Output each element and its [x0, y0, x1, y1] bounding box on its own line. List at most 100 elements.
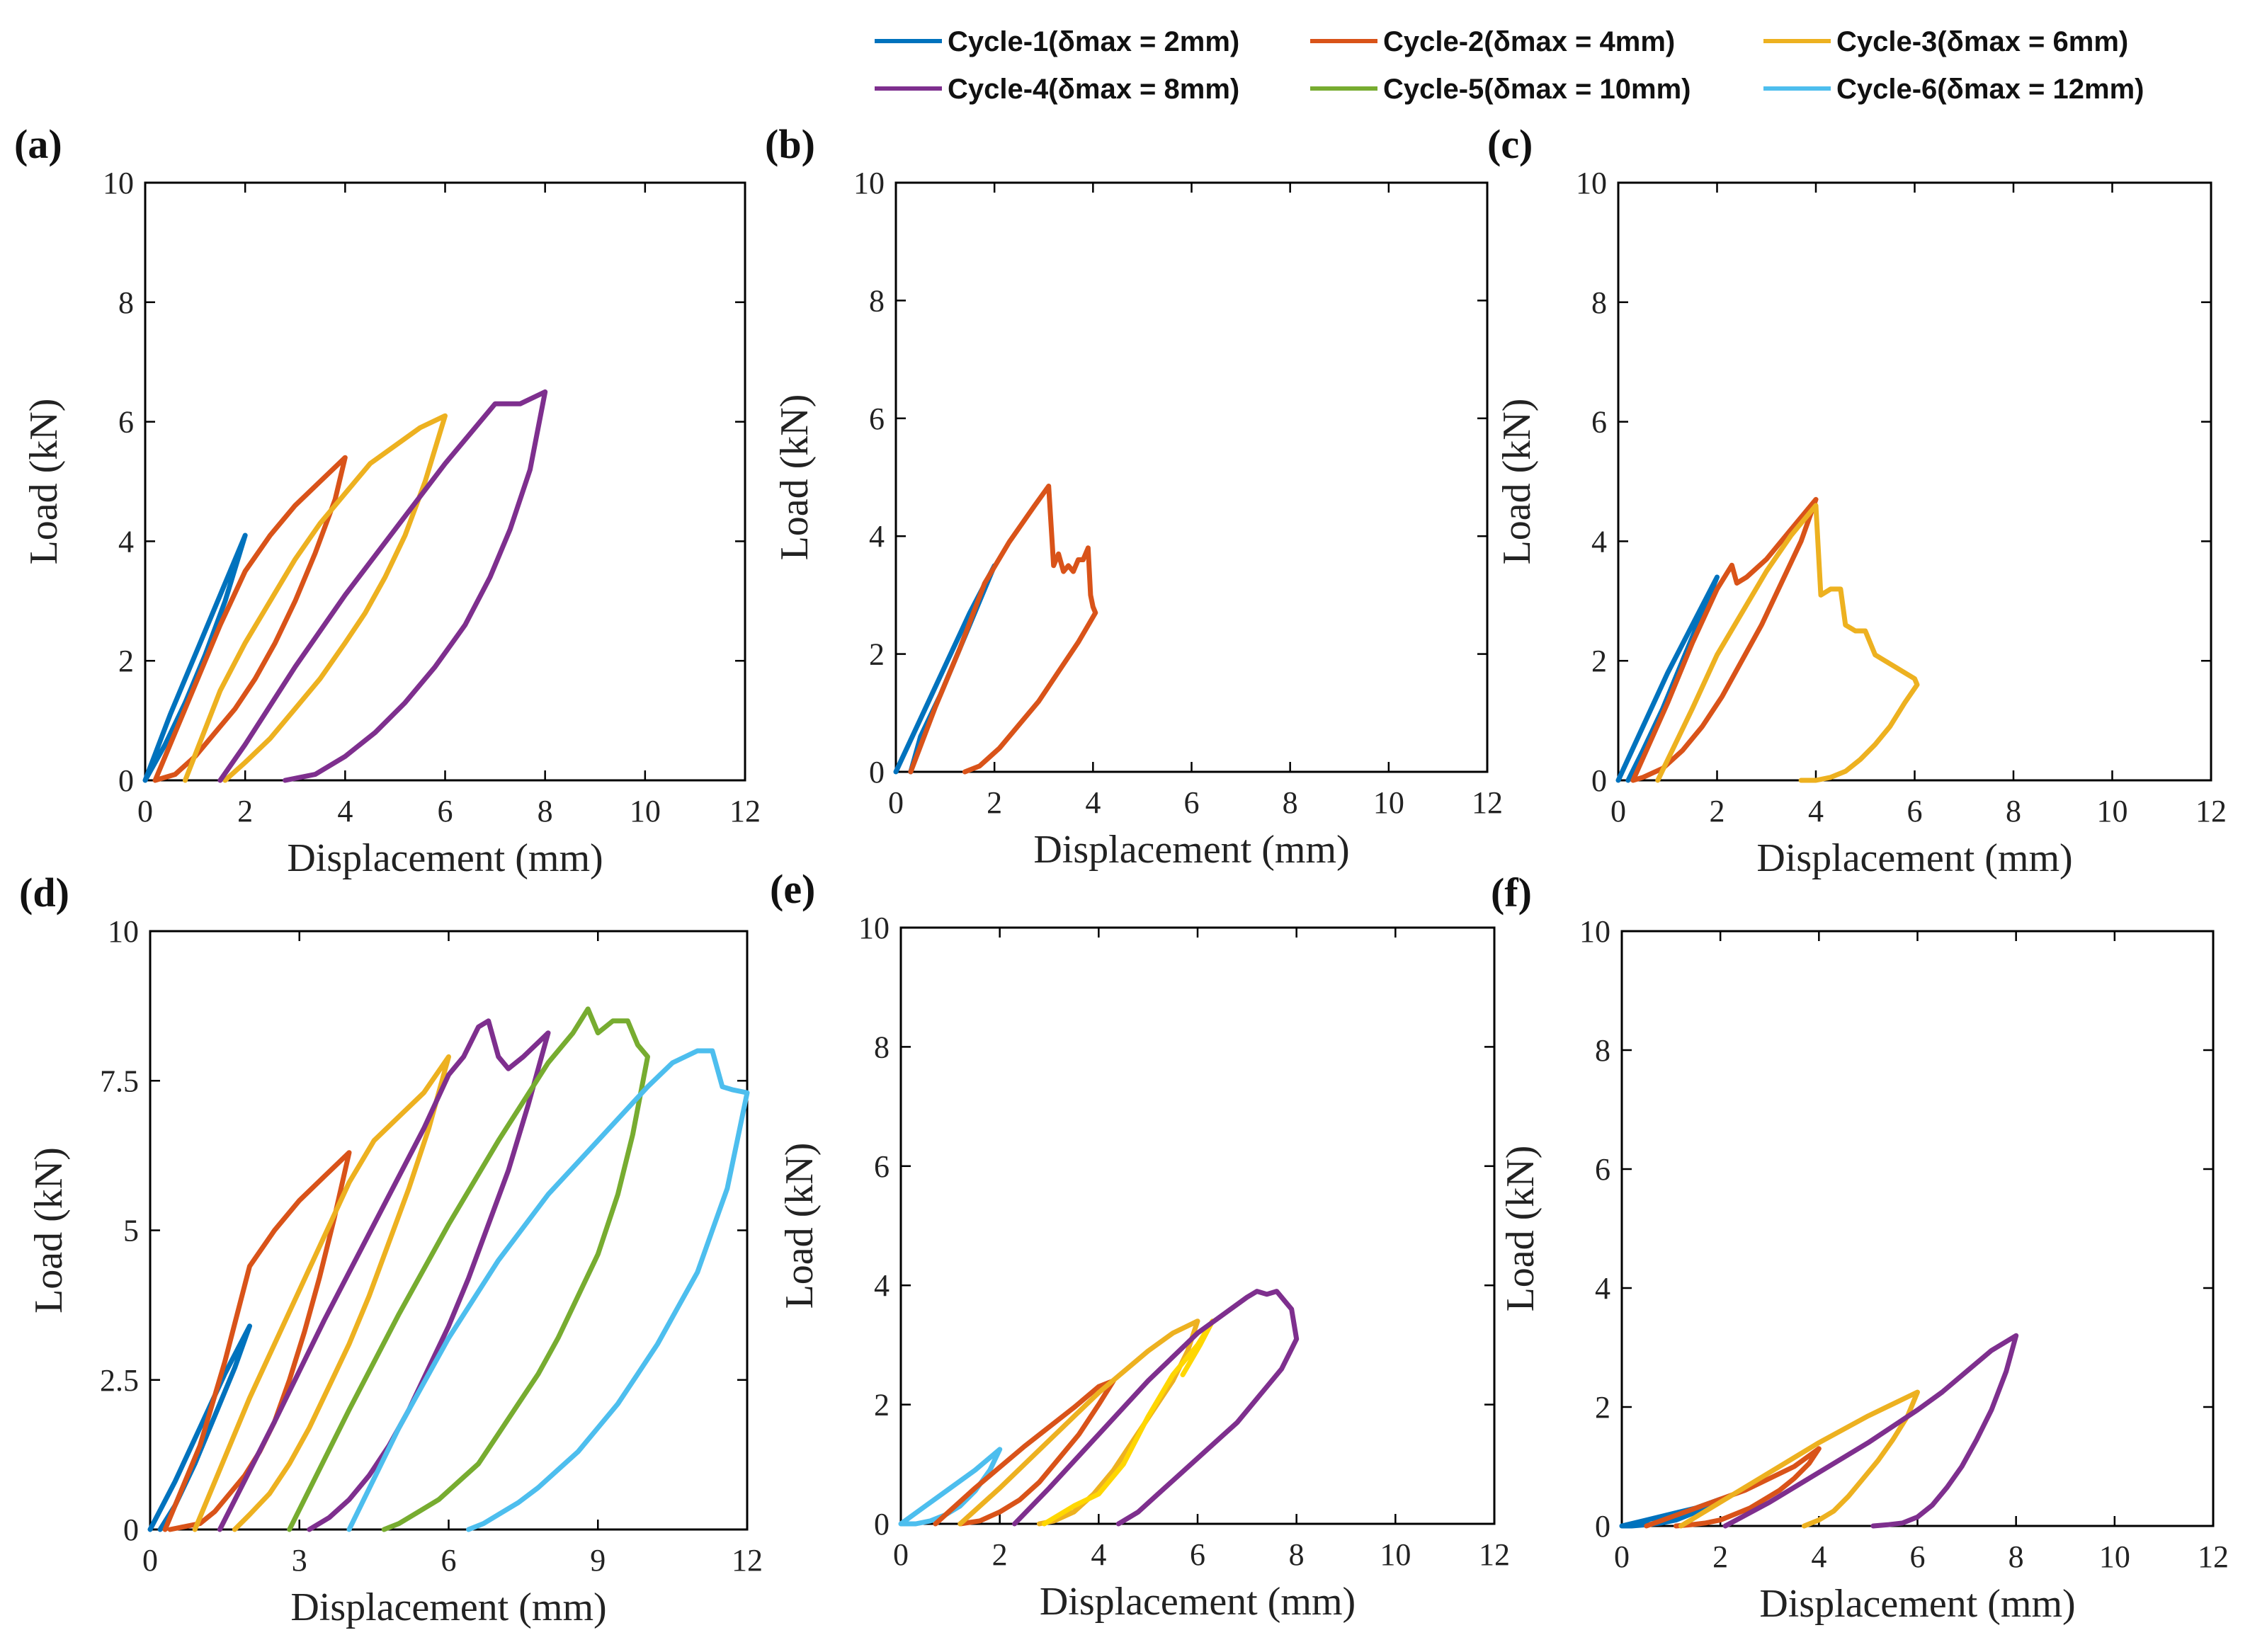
- y-axis-label: Load (kN): [773, 394, 817, 561]
- y-tick-label: 0: [869, 755, 885, 790]
- y-tick-label: 0: [1591, 763, 1607, 798]
- x-tick-label: 4: [1085, 785, 1101, 820]
- panel-a: (a) 0 2 4 6 8 10 12 0 2 4 6 8 10 Displacement (mm) Load…: [14, 121, 761, 880]
- panel-label: (f): [1491, 870, 1532, 916]
- y-tick-label: 5: [123, 1214, 139, 1248]
- legend-entry-6: Cycle-6(δmax = 12mm): [1763, 74, 2144, 105]
- axes-box: [899, 926, 1496, 1525]
- y-tick-label: 0: [118, 763, 134, 798]
- y-tick-label: 10: [103, 166, 134, 200]
- x-tick-label: 6: [438, 794, 453, 828]
- series-line-c4: [1722, 1333, 2019, 1529]
- series-line-c2: [162, 1150, 352, 1532]
- x-tick-label: 8: [2008, 1539, 2024, 1574]
- series-line-c2: [908, 484, 1098, 775]
- y-tick-label: 0: [123, 1513, 139, 1547]
- x-tick-label: 10: [2097, 794, 2128, 828]
- y-tick-label: 6: [1595, 1152, 1610, 1187]
- x-axis-label: Displacement (mm): [290, 1585, 606, 1629]
- series-line-c2: [152, 455, 348, 783]
- y-tick-label: 4: [869, 519, 885, 554]
- x-axis-label: Displacement (mm): [1759, 1582, 2075, 1626]
- x-tick-label: 12: [1472, 785, 1503, 820]
- y-tick-label: 10: [853, 166, 885, 200]
- series-line-c2: [1630, 496, 1819, 783]
- x-tick-label: 12: [729, 794, 761, 828]
- x-tick-label: 10: [2099, 1539, 2130, 1574]
- panel-label: (b): [765, 121, 815, 167]
- series-line-c4: [1012, 1289, 1300, 1527]
- x-tick-label: 4: [1811, 1539, 1826, 1574]
- x-tick-label: 8: [1289, 1537, 1305, 1572]
- y-tick-label: 6: [1591, 405, 1607, 440]
- x-tick-label: 2: [992, 1537, 1008, 1572]
- y-tick-label: 4: [874, 1268, 890, 1303]
- y-tick-label: 2: [1591, 644, 1607, 678]
- x-tick-label: 6: [1190, 1537, 1205, 1572]
- series-line-c3: [192, 1054, 451, 1532]
- series-line-c6: [346, 1048, 750, 1532]
- x-tick-label: 6: [441, 1543, 457, 1578]
- y-axis-label: Load (kN): [778, 1143, 822, 1309]
- x-tick-label: 6: [1910, 1539, 1926, 1574]
- x-tick-label: 12: [2198, 1539, 2229, 1574]
- legend-label: Cycle-6(δmax = 12mm): [1836, 74, 2144, 105]
- axes-box: [894, 181, 1489, 773]
- axes-box: [1620, 930, 2215, 1527]
- x-tick-label: 9: [590, 1543, 606, 1578]
- y-tick-label: 10: [1576, 166, 1607, 200]
- y-axis-label: Load (kN): [27, 1147, 71, 1314]
- series-line-c3e: [1042, 1318, 1215, 1527]
- series-line-c4: [217, 389, 548, 783]
- panel-label: (d): [19, 870, 69, 916]
- y-tick-label: 4: [1591, 524, 1607, 559]
- y-tick-label: 8: [1595, 1033, 1610, 1068]
- series-line-c3: [183, 413, 448, 783]
- series-line-c1: [142, 532, 248, 783]
- x-tick-label: 0: [1610, 794, 1626, 828]
- x-tick-label: 12: [1479, 1537, 1510, 1572]
- y-tick-label: 10: [858, 911, 890, 945]
- x-tick-label: 0: [137, 794, 153, 828]
- y-tick-label: 2: [118, 644, 134, 678]
- y-axis-label: Load (kN): [1499, 1146, 1542, 1312]
- x-tick-label: 3: [292, 1543, 307, 1578]
- y-axis-label: Load (kN): [22, 399, 66, 565]
- panel-label: (c): [1487, 121, 1533, 167]
- x-tick-label: 10: [1380, 1537, 1411, 1572]
- x-tick-label: 6: [1184, 785, 1200, 820]
- x-tick-label: 4: [337, 794, 353, 828]
- panel-b: (b) 0 2 4 6 8 10 12 0 2 4 6 8 10 Displacement (mm) Load…: [765, 121, 1503, 872]
- legend-entry-5: Cycle-5(δmax = 10mm): [1310, 74, 1691, 105]
- x-tick-label: 0: [893, 1537, 909, 1572]
- legend-entry-2: Cycle-2(δmax = 4mm): [1310, 26, 1675, 57]
- y-tick-label: 10: [108, 914, 139, 949]
- y-tick-label: 4: [1595, 1271, 1610, 1306]
- y-tick-label: 10: [1579, 914, 1610, 949]
- legend-label: Cycle-1(δmax = 2mm): [948, 26, 1239, 57]
- x-axis-label: Displacement (mm): [1756, 836, 2072, 880]
- x-tick-label: 12: [2195, 794, 2227, 828]
- x-tick-label: 0: [888, 785, 904, 820]
- panel-label: (a): [14, 121, 62, 167]
- panel-label: (e): [770, 866, 815, 912]
- x-tick-label: 10: [1373, 785, 1404, 820]
- x-tick-label: 8: [538, 794, 553, 828]
- y-tick-label: 2.5: [100, 1363, 139, 1398]
- y-tick-label: 2: [1595, 1390, 1610, 1425]
- y-tick-label: 0: [1595, 1509, 1610, 1544]
- y-tick-label: 2: [869, 637, 885, 672]
- axes-box: [149, 930, 749, 1531]
- x-tick-label: 2: [237, 794, 253, 828]
- panel-f: (f) 0 2 4 6 8 10 12 0 2 4 6 8 10 Displacement (mm) Load…: [1491, 870, 2229, 1626]
- y-tick-label: 8: [874, 1030, 890, 1064]
- x-tick-label: 2: [1712, 1539, 1728, 1574]
- legend: Cycle-1(δmax = 2mm) Cycle-2(δmax = 4mm) Cy…: [875, 26, 2144, 105]
- series-line-c5: [287, 1006, 650, 1532]
- legend-label: Cycle-4(δmax = 8mm): [948, 74, 1239, 105]
- series-line-c3: [1678, 1389, 1920, 1529]
- x-tick-label: 4: [1808, 794, 1824, 828]
- series-line-c3: [1655, 503, 1920, 783]
- series-line-c2: [1644, 1446, 1822, 1529]
